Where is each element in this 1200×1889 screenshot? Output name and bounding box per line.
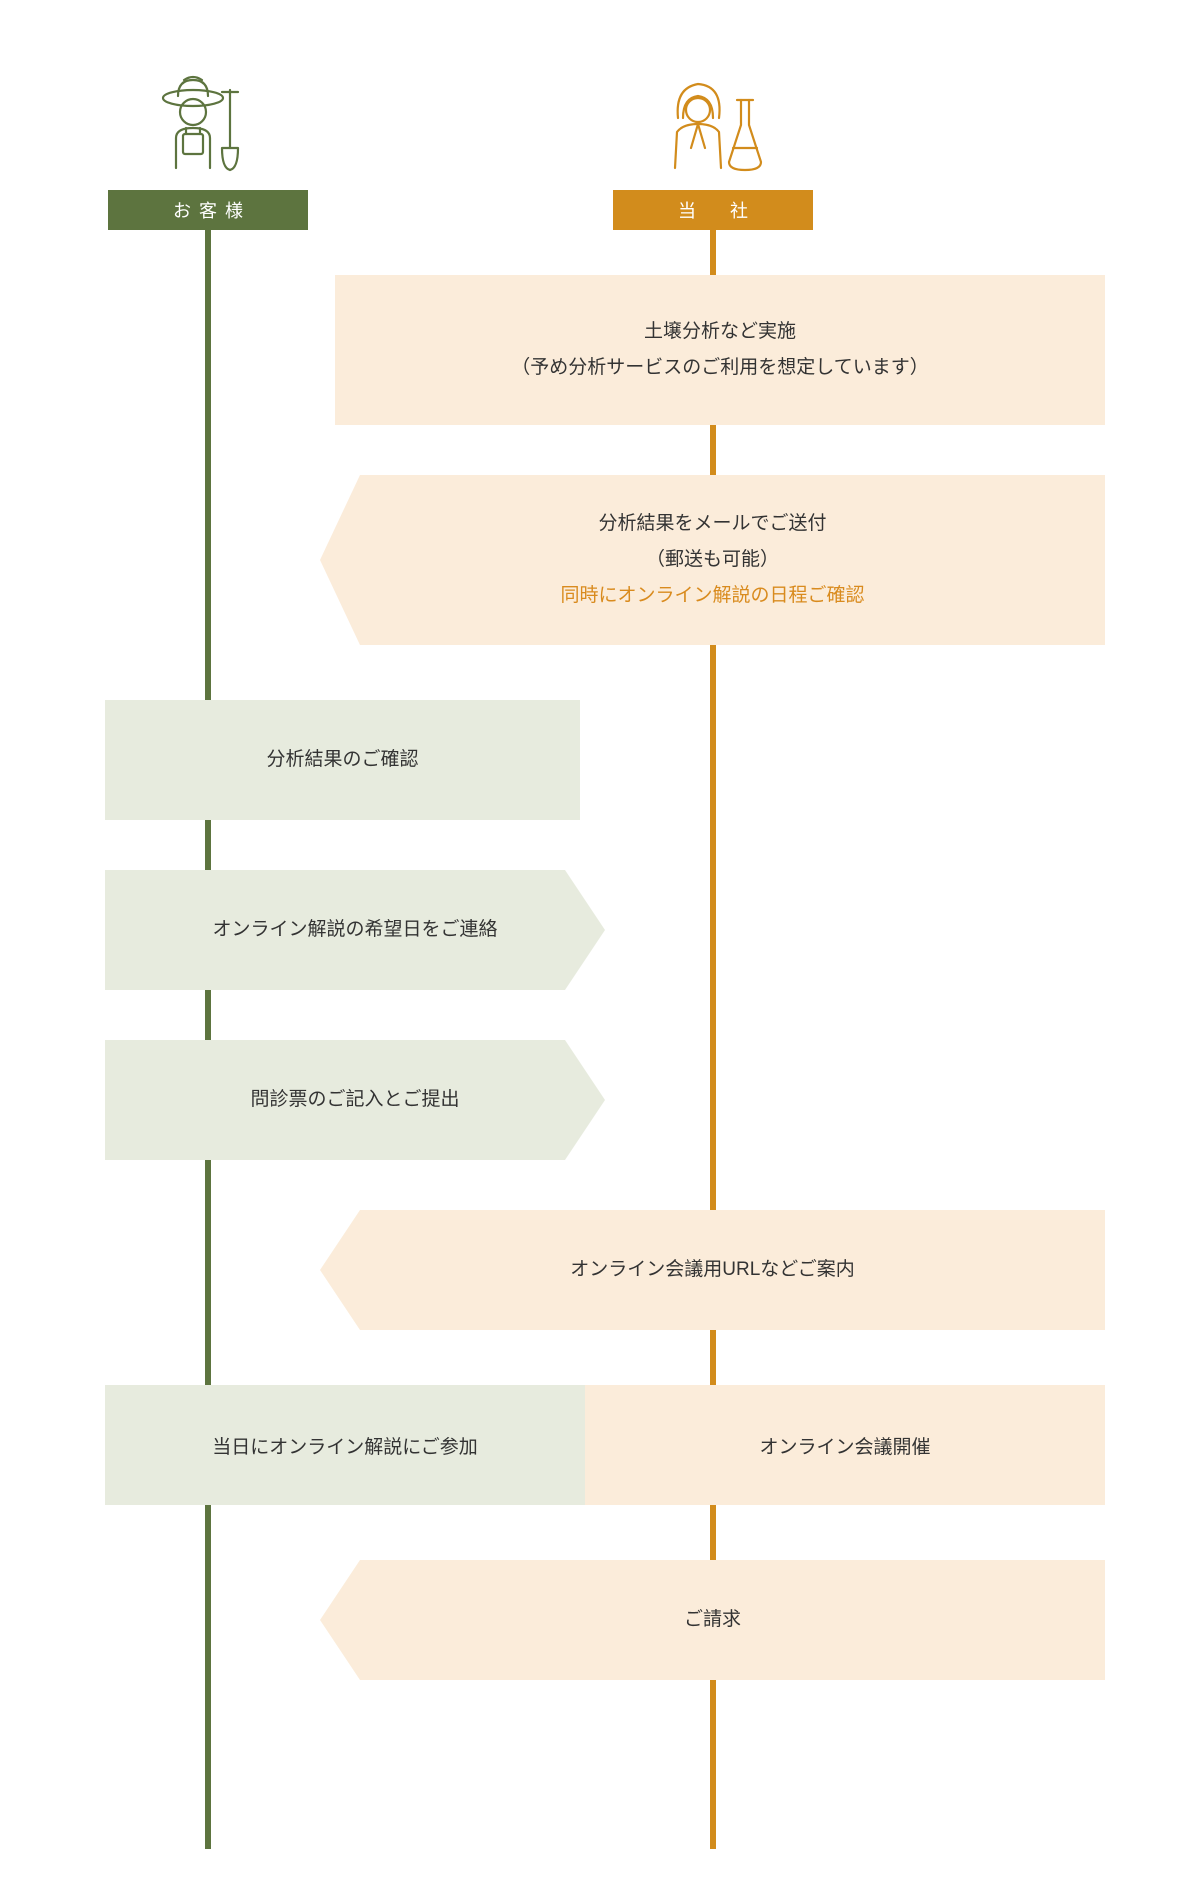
step-text: オンライン解説の希望日をご連絡 — [212, 912, 497, 948]
step-text: （郵送も可能） — [646, 542, 779, 578]
dual-step-customer-text: 当日にオンライン解説にご参加 — [212, 1432, 478, 1459]
flow-step-step2: 分析結果をメールでご送付（郵送も可能）同時にオンライン解説の日程ご確認 — [320, 475, 1105, 645]
customer-header-label: お客様 — [165, 197, 251, 223]
dual-step-meeting: 当日にオンライン解説にご参加 オンライン会議開催 — [105, 1385, 1105, 1505]
company-header-label: 当 社 — [670, 197, 756, 223]
customer-timeline-line — [205, 225, 211, 1849]
dual-step-company-text: オンライン会議開催 — [759, 1432, 930, 1459]
dual-step-customer-half: 当日にオンライン解説にご参加 — [105, 1385, 585, 1505]
flow-step-step5: 問診票のご記入とご提出 — [105, 1040, 605, 1160]
customer-farmer-icon — [148, 70, 268, 180]
customer-header-badge: お客様 — [108, 190, 308, 230]
flow-step-step6: オンライン会議用URLなどご案内 — [320, 1210, 1105, 1330]
flow-step-step4: オンライン解説の希望日をご連絡 — [105, 870, 605, 990]
step-text: ご請求 — [684, 1602, 741, 1638]
step-text: 土壌分析など実施 — [644, 314, 796, 350]
step-highlight-text: 同時にオンライン解説の日程ご確認 — [560, 578, 864, 614]
step-text: （予め分析サービスのご利用を想定しています） — [511, 350, 928, 386]
flow-step-step1: 土壌分析など実施（予め分析サービスのご利用を想定しています） — [335, 275, 1105, 425]
step-text: 問診票のご記入とご提出 — [250, 1082, 459, 1118]
flowchart-canvas: お客様 当 社 土壌分析など実施（予め分析サービスのご利用を想定しています） 分析… — [0, 0, 1200, 1889]
company-scientist-icon — [653, 70, 773, 180]
step-text: 分析結果をメールでご送付 — [598, 506, 826, 542]
flow-step-step3: 分析結果のご確認 — [105, 700, 580, 820]
company-header-badge: 当 社 — [613, 190, 813, 230]
flow-step-step8: ご請求 — [320, 1560, 1105, 1680]
step-text: 分析結果のご確認 — [266, 742, 418, 778]
dual-step-company-half: オンライン会議開催 — [585, 1385, 1105, 1505]
step-text: オンライン会議用URLなどご案内 — [570, 1252, 854, 1288]
